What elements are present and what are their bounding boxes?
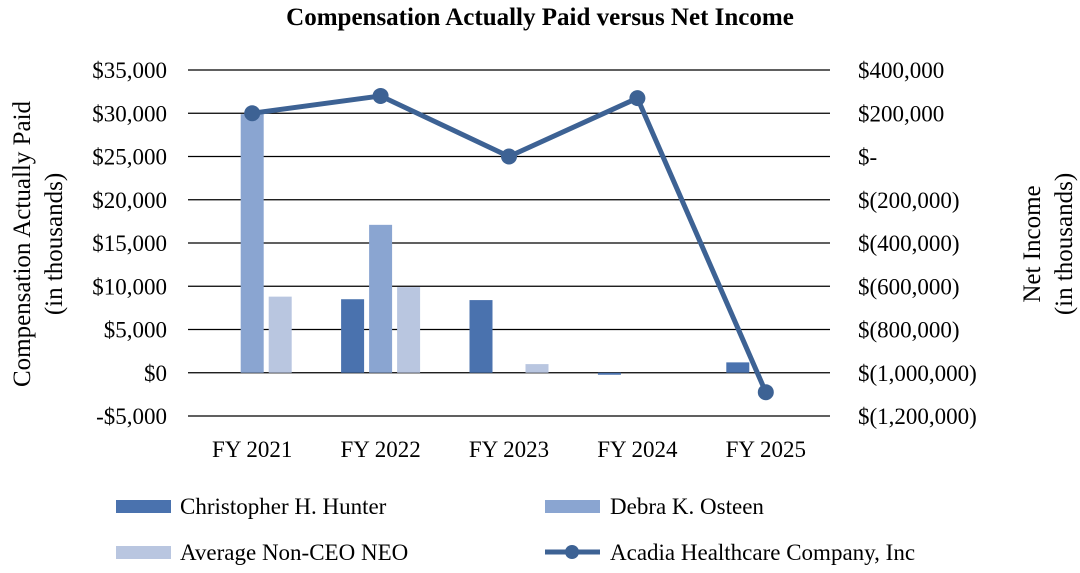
bar-christopher-h-hunter-fy-2025 (726, 362, 750, 373)
right-axis-title-line2: (in thousands) (1051, 173, 1078, 315)
left-axis-title-line2: (in thousands) (41, 173, 68, 315)
legend-swatch-osteen (545, 500, 600, 513)
left-axis-ticks: $35,000 $30,000 $25,000 $20,000 $15,000 $10,0… (92, 58, 167, 429)
left-tick-label: $35,000 (92, 58, 167, 83)
right-tick-label: $- (858, 145, 877, 170)
left-tick-label: $20,000 (92, 188, 167, 213)
bar-christopher-h-hunter-fy-2024 (597, 372, 621, 375)
net-income-point-fy-2021 (244, 105, 261, 122)
bar-debra-k-osteen-fy-2022 (369, 224, 393, 373)
x-tick-label: FY 2024 (597, 437, 678, 462)
left-tick-label: $15,000 (92, 231, 167, 256)
x-tick-label: FY 2022 (340, 437, 420, 462)
gridlines (188, 69, 830, 417)
legend-label-osteen: Debra K. Osteen (610, 494, 764, 519)
legend: Christopher H. Hunter Debra K. Osteen Av… (116, 494, 915, 565)
net-income-point-fy-2022 (372, 87, 389, 104)
bar-average-non-ceo-neo-fy-2022 (397, 287, 421, 373)
right-axis-title-line1: Net Income (1019, 185, 1046, 302)
right-tick-label: $(200,000) (858, 188, 960, 213)
bar-average-non-ceo-neo-fy-2023 (525, 364, 549, 373)
left-tick-label: -$5,000 (96, 404, 167, 429)
x-tick-label: FY 2023 (469, 437, 549, 462)
net-income-point-fy-2023 (501, 148, 517, 165)
net-income-line (244, 87, 774, 401)
right-tick-label: $(1,000,000) (858, 361, 977, 386)
bar-christopher-h-hunter-fy-2022 (341, 299, 365, 373)
net-income-polyline (251, 93, 769, 394)
right-axis-ticks: $400,000 $200,000 $- $(200,000) $(400,000) $(… (858, 58, 977, 429)
left-axis-title-line1: Compensation Actually Paid (9, 100, 36, 387)
net-income-point-fy-2024 (629, 90, 646, 107)
left-tick-label: $0 (144, 361, 167, 386)
left-tick-label: $10,000 (92, 274, 167, 299)
legend-label-non-ceo: Average Non-CEO NEO (180, 540, 408, 565)
x-tick-label: FY 2021 (212, 437, 292, 462)
bars (240, 114, 750, 375)
net-income-point-fy-2025 (757, 384, 774, 401)
right-tick-label: $(800,000) (858, 318, 960, 343)
bar-average-non-ceo-neo-fy-2021 (268, 296, 292, 373)
bar-christopher-h-hunter-fy-2023 (469, 300, 493, 373)
left-tick-label: $25,000 (92, 145, 167, 170)
legend-label-hunter: Christopher H. Hunter (180, 494, 387, 519)
left-tick-label: $30,000 (92, 101, 167, 126)
legend-swatch-hunter (116, 500, 171, 513)
right-tick-label: $(1,200,000) (858, 404, 977, 429)
x-axis-labels: FY 2021 FY 2022 FY 2023 FY 2024 FY 2025 (212, 437, 806, 462)
legend-label-acadia: Acadia Healthcare Company, Inc (610, 540, 915, 565)
right-tick-label: $(400,000) (858, 231, 960, 256)
legend-swatch-non-ceo (116, 546, 171, 559)
bar-debra-k-osteen-fy-2021 (240, 114, 264, 373)
chart-title: Compensation Actually Paid versus Net In… (286, 4, 794, 31)
right-tick-label: $200,000 (858, 101, 944, 126)
left-tick-label: $5,000 (104, 318, 167, 343)
right-tick-label: $400,000 (858, 58, 944, 83)
legend-marker-acadia (565, 545, 579, 559)
right-tick-label: $(600,000) (858, 274, 960, 299)
x-tick-label: FY 2025 (726, 437, 806, 462)
